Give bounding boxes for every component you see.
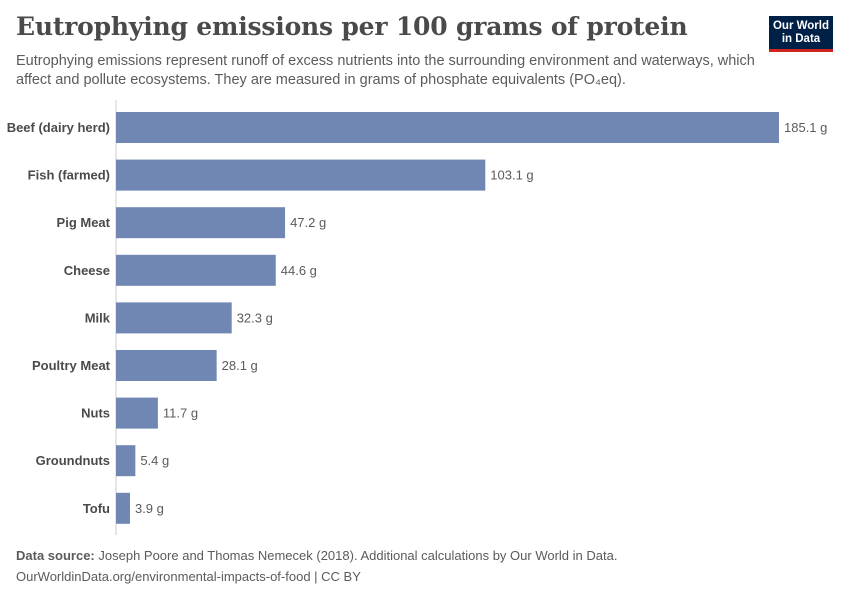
category-label: Milk — [85, 310, 111, 325]
logo-line-2: in Data — [781, 33, 821, 45]
bar[interactable] — [116, 445, 136, 477]
data-source-label: Data source: — [16, 548, 95, 563]
category-label: Fish (farmed) — [28, 168, 110, 183]
owid-logo[interactable]: Our World in Data — [769, 16, 833, 52]
value-label: 11.7 g — [163, 406, 198, 421]
bar[interactable] — [116, 207, 286, 239]
source-url[interactable]: OurWorldinData.org/environmental-impacts… — [16, 569, 361, 584]
data-source-text: Joseph Poore and Thomas Nemecek (2018). … — [98, 548, 618, 563]
category-label: Tofu — [83, 501, 110, 516]
value-label: 44.6 g — [281, 263, 317, 278]
value-label: 32.3 g — [237, 310, 273, 325]
chart-subtitle: Eutrophying emissions represent runoff o… — [16, 53, 755, 88]
value-label: 5.4 g — [140, 453, 169, 468]
logo-line-1: Our World — [772, 20, 829, 32]
category-label: Poultry Meat — [32, 358, 111, 373]
bar[interactable] — [116, 492, 130, 524]
value-label: 103.1 g — [490, 168, 533, 183]
value-label: 3.9 g — [135, 501, 164, 516]
bar-chart: Beef (dairy herd) 185.1 g Fish (farmed) 103… — [7, 100, 827, 535]
category-label: Groundnuts — [36, 453, 110, 468]
category-label: Cheese — [64, 263, 110, 278]
category-label: Beef (dairy herd) — [7, 120, 110, 135]
category-label: Pig Meat — [57, 215, 111, 230]
value-label: 185.1 g — [784, 120, 827, 135]
bar[interactable] — [116, 254, 276, 286]
category-label: Nuts — [81, 406, 110, 421]
value-label: 47.2 g — [290, 215, 326, 230]
chart-title: Eutrophying emissions per 100 grams of p… — [16, 12, 688, 41]
value-label: 28.1 g — [222, 358, 258, 373]
bar[interactable] — [116, 159, 486, 191]
bar[interactable] — [116, 397, 158, 429]
bar[interactable] — [116, 112, 779, 143]
bar[interactable] — [116, 350, 217, 381]
bar[interactable] — [116, 302, 232, 334]
data-source: Data source: Joseph Poore and Thomas Nem… — [16, 548, 617, 563]
